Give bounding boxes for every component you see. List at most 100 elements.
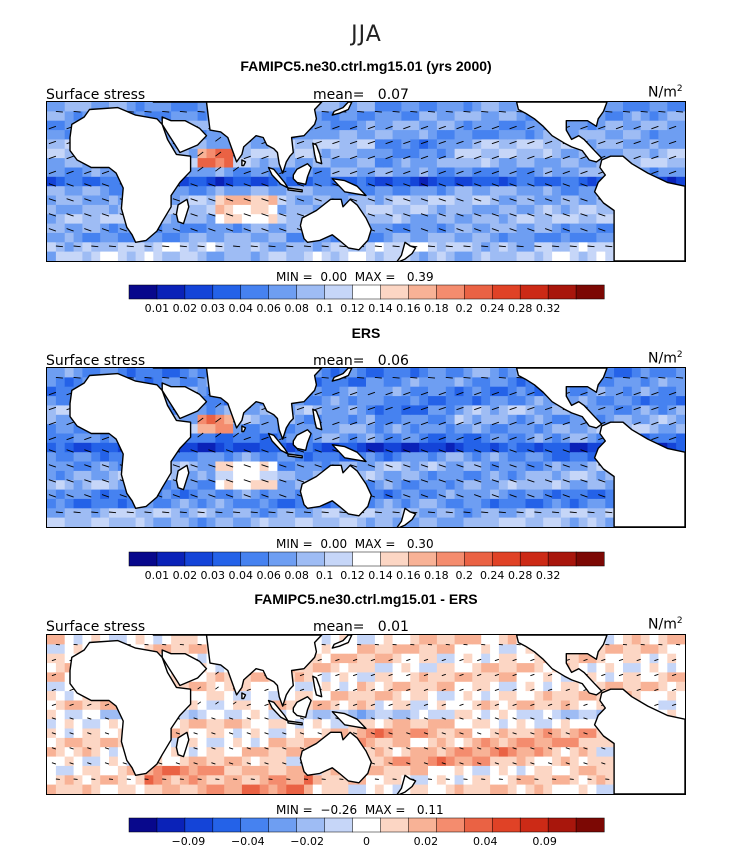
stress-cell: [596, 251, 606, 261]
stress-vector: [651, 155, 659, 160]
stress-cell: [126, 765, 137, 776]
stress-cell: [250, 176, 261, 187]
stress-vector: [225, 183, 234, 187]
stress-cell: [428, 148, 438, 159]
stress-cell: [153, 508, 163, 519]
stress-vector: [491, 183, 500, 187]
stress-cell: [73, 756, 83, 767]
stress-cell: [91, 700, 101, 711]
stress-cell: [233, 747, 243, 757]
stress-cell: [224, 139, 234, 150]
stress-cell: [525, 148, 535, 159]
stress-vector: [544, 198, 553, 202]
stress-vector: [66, 183, 74, 187]
stress-cell: [73, 176, 83, 187]
stress-cell: [268, 728, 278, 739]
stress-cell: [560, 452, 571, 462]
stress-cell: [552, 775, 562, 786]
stress-cell: [419, 223, 429, 234]
stress-vector: [668, 436, 677, 441]
stress-cell: [197, 223, 207, 234]
stress-cell: [162, 765, 172, 776]
stress-cell: [525, 232, 535, 243]
stress-cell: [357, 461, 367, 472]
stress-cell: [419, 765, 429, 776]
stress-cell: [73, 635, 83, 645]
stress-cell: [82, 737, 92, 748]
panel-2-unit-power: 2: [676, 350, 683, 360]
stress-cell: [374, 130, 385, 140]
stress-cell: [640, 139, 650, 150]
stress-cell: [472, 251, 482, 261]
stress-cell: [233, 214, 243, 224]
panel-2-map: [46, 367, 686, 528]
stress-cell: [206, 452, 216, 462]
stress-cell: [436, 139, 447, 150]
stress-vector: [282, 762, 287, 765]
stress-vector: [420, 391, 429, 396]
stress-cell: [481, 111, 491, 122]
stress-cell: [472, 644, 482, 655]
stress-vector: [459, 688, 464, 692]
stress-cell: [374, 700, 385, 711]
stress-vector: [403, 406, 411, 411]
stress-cell: [498, 368, 509, 378]
stress-cell: [55, 120, 66, 131]
stress-cell: [463, 480, 473, 490]
stress-cell: [445, 653, 456, 664]
stress-vector: [562, 198, 570, 202]
stress-cell: [543, 672, 553, 683]
stress-vector: [246, 732, 251, 735]
stress-cell: [73, 204, 83, 215]
stress-cell: [472, 414, 482, 425]
stress-cell: [552, 470, 562, 481]
stress-cell: [117, 214, 128, 224]
stress-cell: [383, 728, 393, 739]
stress-cell: [100, 719, 110, 729]
stress-vector: [48, 213, 57, 217]
stress-cell: [339, 672, 349, 683]
stress-vector: [527, 183, 535, 187]
stress-cell: [348, 691, 358, 701]
stress-vector: [676, 376, 684, 379]
stress-cell: [578, 775, 588, 786]
stress-cell: [569, 470, 580, 481]
stress-cell: [596, 700, 606, 711]
stress-cell: [410, 681, 420, 692]
stress-cell: [445, 414, 456, 425]
stress-cell: [623, 111, 633, 122]
panel-2-unit-text: N/m: [648, 350, 677, 367]
stress-cell: [436, 377, 447, 388]
stress-cell: [197, 775, 207, 786]
stress-cell: [374, 368, 385, 378]
stress-cell: [91, 737, 101, 748]
stress-cell: [401, 691, 411, 701]
stress-cell: [649, 377, 659, 388]
stress-cell: [419, 148, 429, 159]
stress-cell: [392, 470, 402, 481]
stress-cell: [525, 784, 535, 794]
stress-cell: [525, 424, 535, 434]
stress-cell: [472, 242, 482, 253]
stress-cell: [109, 784, 119, 794]
stress-cell: [224, 784, 234, 794]
stress-cell: [578, 242, 588, 253]
stress-vector: [491, 421, 500, 426]
stress-vector: [370, 747, 376, 750]
stress-vector: [530, 703, 535, 707]
stress-cell: [383, 452, 393, 462]
stress-cell: [410, 424, 420, 434]
stress-cell: [374, 433, 385, 444]
stress-cell: [197, 470, 207, 481]
stress-cell: [445, 396, 456, 406]
land-arabia: [161, 649, 208, 687]
stress-cell: [109, 700, 119, 711]
stress-cell: [206, 139, 216, 150]
stress-vector: [370, 703, 376, 707]
stress-vector: [190, 198, 198, 202]
stress-cell: [428, 775, 438, 786]
stress-cell: [339, 691, 349, 701]
stress-vector: [48, 421, 57, 426]
stress-cell: [295, 672, 305, 683]
stress-cell: [259, 681, 269, 692]
